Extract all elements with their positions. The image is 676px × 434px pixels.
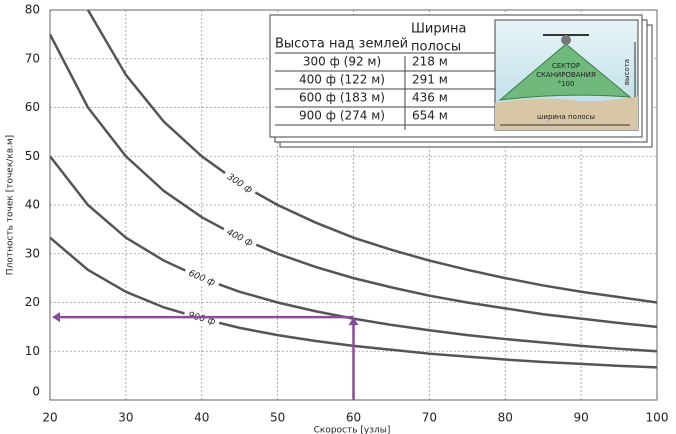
y-tick-label: 0 [32, 385, 40, 399]
x-tick-label: 80 [498, 411, 513, 425]
y-tick-label: 10 [25, 344, 40, 358]
table-header: Высота над землей [275, 37, 408, 52]
sector-label: СКАНИРОВАНИЯ [536, 71, 596, 79]
y-tick-label: 50 [25, 149, 40, 163]
table-header: полосы [411, 40, 461, 55]
y-tick-label: 70 [25, 51, 40, 65]
y-tick-label: 80 [25, 3, 40, 17]
x-tick-label: 100 [646, 411, 669, 425]
x-tick-label: 20 [42, 411, 57, 425]
sector-label: СЕКТОР [552, 62, 580, 70]
y-tick-label: 40 [25, 198, 40, 212]
y-axis-label: Плотность точек [точек/кв.м] [6, 135, 16, 275]
width-label: ширина полосы [537, 113, 595, 121]
series-label: 300 ф [221, 168, 259, 199]
series-label: 400 ф [220, 224, 259, 252]
table-cell: 300 ф (92 м) [303, 55, 381, 69]
x-tick-label: 60 [346, 411, 361, 425]
arrow-head [52, 312, 60, 322]
inset: Высота над землей Ширина полосы 300 ф (9… [270, 15, 652, 147]
x-tick-label: 30 [118, 411, 133, 425]
x-tick-label: 90 [573, 411, 588, 425]
sector-label: °100 [558, 80, 575, 88]
y-tick-label: 20 [25, 295, 40, 309]
table-cell: 436 м [412, 91, 448, 105]
table-cell: 291 м [412, 73, 448, 87]
table-cell: 900 ф (274 м) [299, 109, 385, 123]
x-tick-label: 50 [270, 411, 285, 425]
table-cell: 600 ф (183 м) [299, 91, 385, 105]
y-tick-label: 60 [25, 100, 40, 114]
x-axis-label: Скорость [узлы] [314, 426, 391, 434]
table-header: Ширина [411, 22, 467, 37]
chart: 0 10 20 30 40 50 60 70 80 20 30 40 50 60 70 80 90 100 300 … [0, 0, 676, 434]
x-tick-label: 40 [194, 411, 209, 425]
table-cell: 218 м [412, 55, 448, 69]
y-tick-label: 30 [25, 246, 40, 260]
table-cell: 654 м [412, 109, 448, 123]
height-label: высота [623, 59, 631, 85]
plane [561, 35, 571, 45]
x-tick-label: 70 [422, 411, 437, 425]
table-cell: 400 ф (122 м) [299, 73, 385, 87]
